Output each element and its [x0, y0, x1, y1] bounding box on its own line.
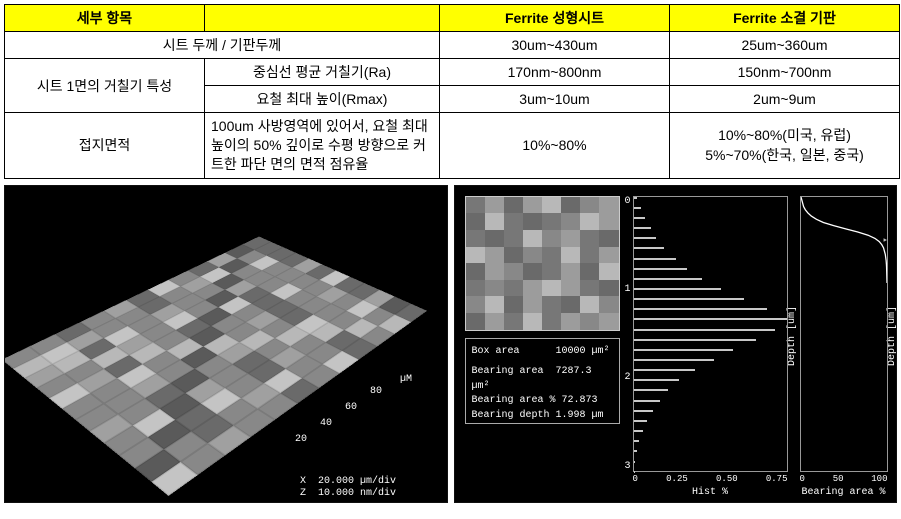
axis-tick: 80 [370, 386, 382, 397]
depth-axis-label: Depth [um] [787, 306, 798, 366]
tick: 0 [624, 196, 630, 207]
scale-line-x: X 20.000 µm/div [300, 476, 396, 487]
col-header-0: 세부 항목 [5, 5, 205, 32]
surface-3d [45, 214, 405, 454]
bearing-xlabel: Bearing area % [800, 487, 888, 498]
table-row: 시트 두께 / 기판두께 30um~430um 25um~360um [5, 32, 900, 59]
tick: 0.75 [766, 474, 788, 484]
scale-line-z: Z 10.000 nm/div [300, 488, 396, 499]
cell: 시트 두께 / 기판두께 [5, 32, 440, 59]
label: Bearing area % [472, 395, 556, 406]
cell: 3um~10um [440, 86, 670, 113]
value: 1.998 µm [556, 410, 604, 421]
col-header-3: Ferrite 소결 기판 [670, 5, 900, 32]
axis-tick: 60 [345, 402, 357, 413]
tick: 0 [633, 474, 638, 484]
value: 72.873 [562, 395, 598, 406]
cell: 10%~80%(미국, 유럽) 5%~70%(한국, 일본, 중국) [670, 113, 900, 179]
hist-xlabel: Hist % [633, 487, 788, 498]
tick: 3 [624, 461, 630, 472]
cell: 중심선 평균 거칠기(Ra) [205, 59, 440, 86]
histogram-chart [633, 196, 788, 472]
table-row: 시트 1면의 거칠기 특성 중심선 평균 거칠기(Ra) 170nm~800nm… [5, 59, 900, 86]
cell: 접지면적 [5, 113, 205, 179]
cell: 30um~430um [440, 32, 670, 59]
tick: 0.50 [716, 474, 738, 484]
table-row: 접지면적 100um 사방영역에 있어서, 요철 최대높이의 50% 깊이로 수… [5, 113, 900, 179]
spec-table: 세부 항목 Ferrite 성형시트 Ferrite 소결 기판 시트 두께 /… [4, 4, 900, 179]
axis-unit: µM [400, 374, 412, 385]
cell: 10%~80% [440, 113, 670, 179]
measurement-info: Box area 10000 µm² Bearing area 7287.3 µ… [465, 338, 620, 424]
col-header-2: Ferrite 성형시트 [440, 5, 670, 32]
depth-axis-label: Depth [um] [887, 306, 898, 366]
tick: 2 [624, 372, 630, 383]
cell: 25um~360um [670, 32, 900, 59]
axis-tick: 40 [320, 418, 332, 429]
tick: 0 [800, 474, 805, 484]
axis-tick: 20 [295, 434, 307, 445]
tick: 50 [833, 474, 844, 484]
cell: 150nm~700nm [670, 59, 900, 86]
cell: 시트 1면의 거칠기 특성 [5, 59, 205, 113]
bearing-chart [800, 196, 888, 472]
label: Bearing depth [472, 410, 550, 421]
cell: 100um 사방영역에 있어서, 요철 최대높이의 50% 깊이로 수평 방향으… [205, 113, 440, 179]
micrograph-inset [465, 196, 620, 331]
image-row: 20 40 60 80 µM X 20.000 µm/div Z 10.000 … [4, 185, 897, 503]
cell: 요철 최대 높이(Rmax) [205, 86, 440, 113]
tick: 100 [871, 474, 887, 484]
cell: 2um~9um [670, 86, 900, 113]
afm-surface-panel: 20 40 60 80 µM X 20.000 µm/div Z 10.000 … [4, 185, 448, 503]
value: 10000 µm² [556, 346, 610, 357]
tick: 0.25 [666, 474, 688, 484]
label: Box area [472, 346, 520, 357]
hist-bearing-panel: Box area 10000 µm² Bearing area 7287.3 µ… [454, 185, 898, 503]
col-header-1 [205, 5, 440, 32]
label: Bearing area [472, 366, 544, 377]
cell: 170nm~800nm [440, 59, 670, 86]
tick: 1 [624, 284, 630, 295]
